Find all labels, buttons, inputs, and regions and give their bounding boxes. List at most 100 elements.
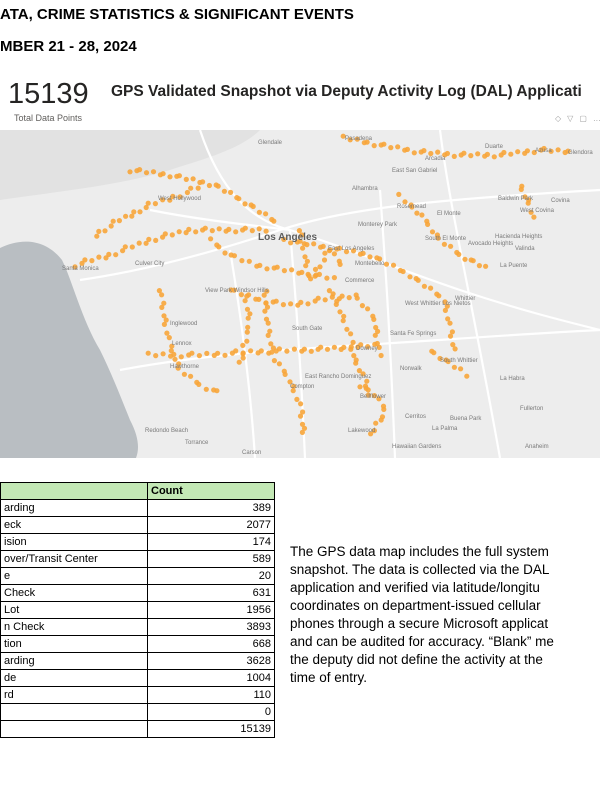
gps-point: [331, 275, 337, 281]
table-cell-activity: n Check: [0, 618, 148, 636]
table-row: arding 3628: [0, 652, 275, 670]
gps-point: [331, 251, 337, 257]
gps-point: [365, 387, 371, 393]
gps-point: [367, 254, 373, 260]
description-line: and can be audited for accuracy. “Blank”…: [290, 634, 554, 649]
gps-point: [322, 250, 328, 256]
gps-point: [249, 228, 255, 234]
filter-icon[interactable]: ▽: [567, 114, 580, 123]
gps-point: [146, 236, 152, 242]
gps-point: [263, 228, 269, 234]
gps-point: [145, 350, 151, 356]
gps-point: [435, 235, 441, 241]
gps-point: [137, 209, 143, 215]
gps-point: [195, 185, 201, 191]
gps-point: [164, 330, 170, 336]
gps-point: [305, 301, 311, 307]
map-label-west-hollywood: West Hollywood: [158, 196, 201, 202]
gps-point: [276, 361, 282, 367]
table-cell-count: 3893: [147, 618, 275, 636]
gps-point: [298, 401, 304, 407]
gps-point: [525, 200, 531, 206]
gps-point: [214, 388, 220, 394]
gps-point: [444, 150, 450, 157]
gps-point: [178, 354, 184, 360]
gps-point: [308, 276, 314, 282]
gps-point: [445, 316, 451, 322]
gps-point: [341, 313, 347, 319]
table-cell-count: 389: [147, 499, 275, 517]
gps-point: [257, 262, 263, 268]
gps-point: [203, 386, 209, 392]
gps-point: [250, 203, 256, 210]
table-cell-activity: e: [0, 567, 148, 585]
pin-icon[interactable]: ◇: [555, 114, 568, 123]
gps-point: [388, 145, 394, 151]
map-label-lennox: Lennox: [172, 341, 192, 347]
map-label-lakewood: Lakewood: [348, 428, 375, 434]
gps-point: [244, 338, 250, 344]
gps-point: [304, 258, 310, 264]
map-label-duarte: Duarte: [485, 144, 504, 150]
gps-point: [143, 204, 149, 211]
focus-icon[interactable]: ▢: [579, 114, 593, 123]
gps-point: [221, 188, 227, 194]
gps-point: [351, 353, 357, 359]
table-row: eck 2077: [0, 516, 275, 534]
gps-point: [231, 287, 237, 293]
gps-point: [383, 261, 390, 267]
table-cell-activity: tion: [0, 635, 148, 653]
gps-point: [160, 171, 166, 177]
gps-point: [244, 306, 251, 312]
gps-point: [365, 392, 371, 398]
gps-point: [170, 193, 176, 199]
gps-point: [236, 196, 242, 202]
map-label-santa-monica: Santa Monica: [62, 266, 99, 272]
table-cell-activity: ision: [0, 533, 148, 551]
gps-point: [202, 225, 208, 231]
gps-point: [548, 148, 554, 154]
gps-point: [375, 328, 381, 334]
gps-point: [171, 351, 177, 357]
table-header-count: Count: [147, 482, 275, 500]
gps-point: [168, 348, 174, 354]
gps-point: [159, 292, 165, 298]
description-line: snapshot. The data is collected via the …: [290, 562, 550, 577]
table-cell-activity: rd: [0, 686, 148, 704]
table-cell-activity: Check: [0, 584, 148, 602]
gps-point: [96, 228, 102, 234]
gps-point: [441, 241, 447, 247]
gps-point: [123, 213, 129, 219]
gps-point: [143, 240, 149, 246]
more-icon[interactable]: …: [593, 114, 600, 123]
gps-point: [302, 254, 308, 260]
gps-point: [184, 189, 190, 196]
gps-point: [240, 342, 246, 348]
map-label-west-covina: West Covina: [520, 208, 555, 214]
map-label-south-whittier: South Whittier: [440, 358, 478, 364]
map-label-redondo: Redondo Beach: [145, 428, 188, 434]
gps-point: [137, 167, 143, 173]
gps-point: [458, 366, 464, 372]
gps-map[interactable]: Glendale Pasadena Arcadia Duarte Azusa G…: [0, 130, 600, 458]
gps-point: [181, 371, 187, 377]
table-cell-count: 631: [147, 584, 275, 602]
gps-point: [421, 148, 427, 154]
gps-point: [340, 318, 346, 324]
gps-point: [216, 226, 222, 232]
map-label-baldwin-park: Baldwin Park: [498, 196, 534, 202]
gps-point: [160, 351, 166, 357]
gps-point: [248, 348, 254, 354]
gps-point: [419, 212, 425, 218]
gps-point: [204, 350, 210, 356]
gps-point: [262, 308, 268, 314]
gps-point: [240, 351, 246, 357]
table-row: over/Transit Center 589: [0, 550, 275, 568]
map-label-santa-fe-springs: Santa Fe Springs: [390, 331, 436, 337]
gps-point: [376, 344, 382, 350]
gps-point: [378, 417, 384, 423]
gps-point: [287, 379, 293, 385]
gps-point: [462, 256, 468, 262]
table-cell-count: 1956: [147, 601, 275, 619]
gps-point: [258, 348, 264, 354]
